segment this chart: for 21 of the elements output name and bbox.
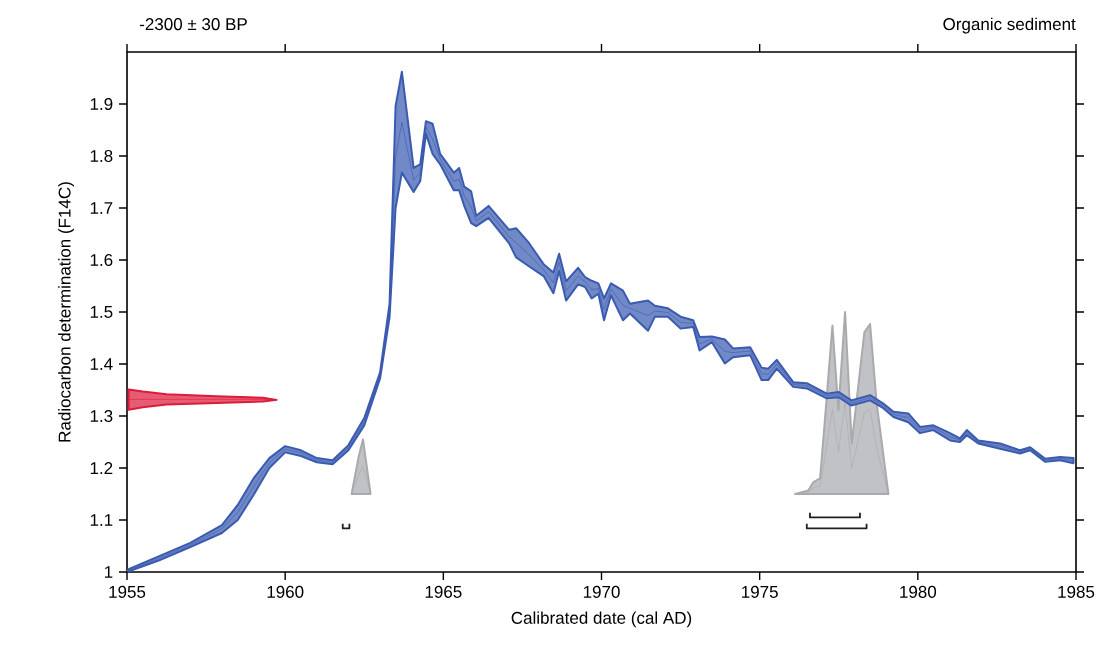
y-tick-label: 1.7 [90,202,113,214]
x-tick-label: 1955 [109,585,146,598]
y-tick-label: 1.1 [90,514,113,526]
y-tick-label: 1 [104,566,113,578]
x-axis-title: Calibrated date (cal AD) [511,611,692,628]
text: Organic sediment [943,17,1076,34]
y-tick-label: 1.2 [90,462,113,474]
y-axis-title: Radiocarbon determination (F14C) [58,182,74,442]
y-tick-label: 1.5 [90,306,113,318]
y-tick-label: 1.6 [90,253,113,267]
x-tick-label: 1965 [425,585,462,598]
y-tick-label: 1.3 [90,409,113,423]
x-tick-label: 1975 [742,585,778,598]
y-tick-label: 1.8 [90,149,113,163]
x-tick-label: 1970 [583,585,620,598]
x-tick-label: 1980 [900,585,937,598]
y-tick-label: 1.4 [90,358,113,370]
y-tick-label: 1.9 [90,97,113,111]
x-tick-label: 1985 [1058,585,1095,598]
text: -2300 ± 30 BP [139,18,247,31]
x-tick-label: 1960 [267,585,304,598]
